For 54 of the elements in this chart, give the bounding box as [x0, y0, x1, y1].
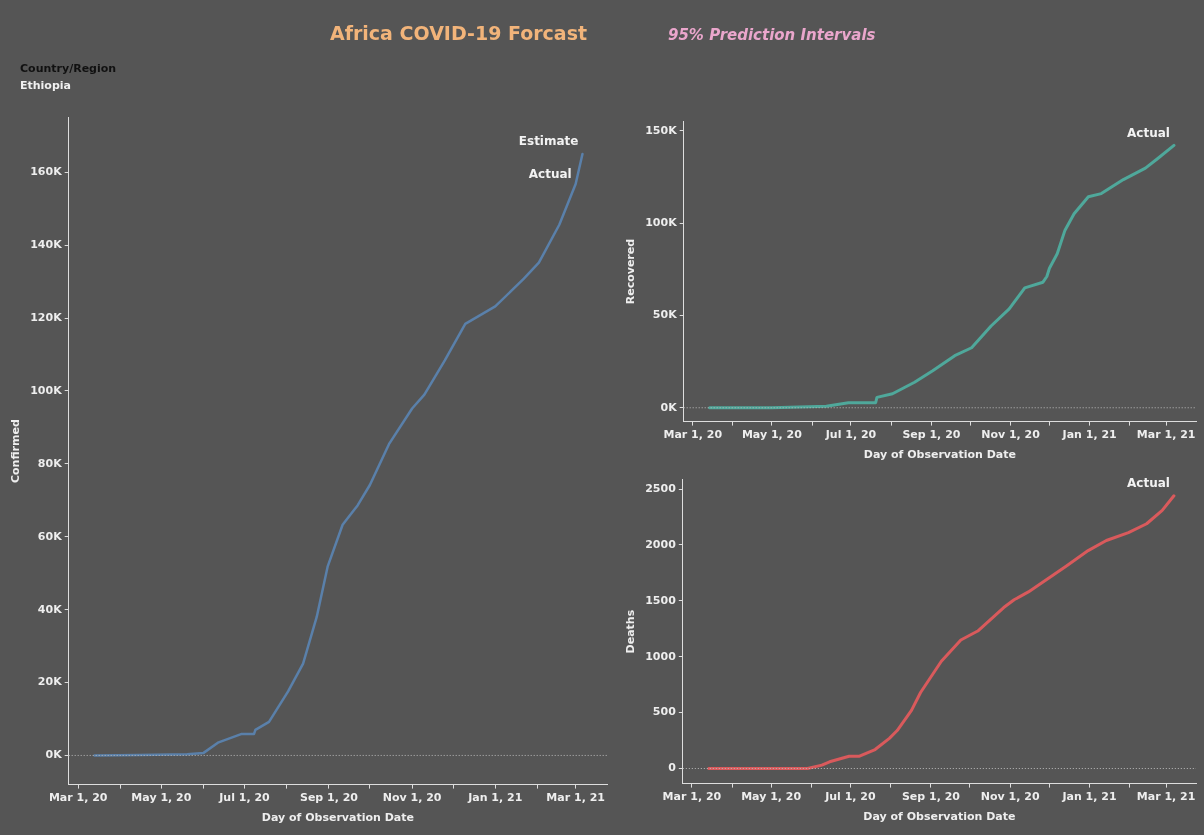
x-tick-label: Jul 1, 20	[218, 791, 271, 805]
x-tick-label: Mar 1, 21	[546, 791, 605, 805]
y-tick-label: 150K	[645, 123, 678, 137]
x-tick-label: Jul 1, 20	[824, 428, 877, 442]
y-tick-label: 40K	[37, 602, 63, 616]
x-tick-label: Mar 1, 21	[1136, 790, 1196, 804]
y-tick-label: 20K	[37, 675, 63, 689]
x-tick-label: Sep 1, 20	[299, 791, 359, 805]
y-tick-label: 2000	[645, 537, 677, 551]
annotation: Estimate	[518, 134, 579, 149]
y-tick-label: 100K	[645, 216, 678, 229]
annotation: Actual	[528, 166, 572, 181]
text: Ethiopia	[20, 78, 72, 94]
y-tick-label: 0	[668, 761, 677, 775]
y-tick-label: 120K	[30, 310, 63, 324]
x-tick-label: May 1, 20	[131, 791, 192, 805]
x-tick-label: Mar 1, 21	[1136, 428, 1196, 442]
x-tick-label: Jan 1, 21	[1061, 428, 1117, 442]
annotation: Actual	[1127, 475, 1170, 490]
y-tick-label: 500	[652, 705, 677, 719]
y-tick-label: 140K	[30, 238, 63, 252]
y-tick-label: 1000	[645, 649, 677, 663]
y-axis-title: Deaths	[624, 609, 638, 654]
text: Country/Region	[20, 61, 117, 77]
x-tick-label: May 1, 20	[741, 428, 803, 442]
x-tick-label: Mar 1, 20	[663, 428, 723, 442]
y-tick-label: 1500	[645, 593, 677, 607]
y-tick-label: 0K	[660, 400, 678, 414]
x-tick-label: Nov 1, 20	[382, 791, 442, 805]
x-tick-label: Sep 1, 20	[902, 428, 961, 442]
x-tick-label: Mar 1, 20	[662, 790, 722, 804]
x-tick-label: Jan 1, 21	[467, 791, 523, 805]
x-tick-label: Jul 1, 20	[824, 790, 876, 804]
x-tick-label: May 1, 20	[741, 790, 802, 804]
y-tick-label: 2500	[645, 481, 677, 495]
x-tick-label: Nov 1, 20	[981, 428, 1041, 442]
x-tick-label: Sep 1, 20	[901, 790, 961, 804]
y-tick-label: 80K	[37, 456, 63, 470]
y-tick-label: 60K	[37, 529, 63, 543]
x-axis-title: Day of Observation Date	[261, 811, 414, 825]
y-axis-title: Recovered	[624, 238, 638, 305]
x-axis-title: Day of Observation Date	[863, 448, 1016, 462]
y-axis-title: Confirmed	[9, 419, 23, 484]
annotation: Actual	[1127, 125, 1170, 140]
y-tick-label: 0K	[45, 748, 63, 762]
y-tick-label: 50K	[652, 308, 678, 322]
x-tick-label: Jan 1, 21	[1061, 790, 1117, 804]
text: 95% Prediction Intervals	[668, 26, 876, 44]
x-tick-label: Mar 1, 20	[48, 791, 108, 805]
y-tick-label: 100K	[30, 383, 63, 397]
x-tick-label: Nov 1, 20	[980, 790, 1040, 804]
x-axis-title: Day of Observation Date	[863, 810, 1016, 824]
text: Africa COVID-19 Forcast	[330, 22, 588, 44]
y-tick-label: 160K	[30, 165, 63, 179]
